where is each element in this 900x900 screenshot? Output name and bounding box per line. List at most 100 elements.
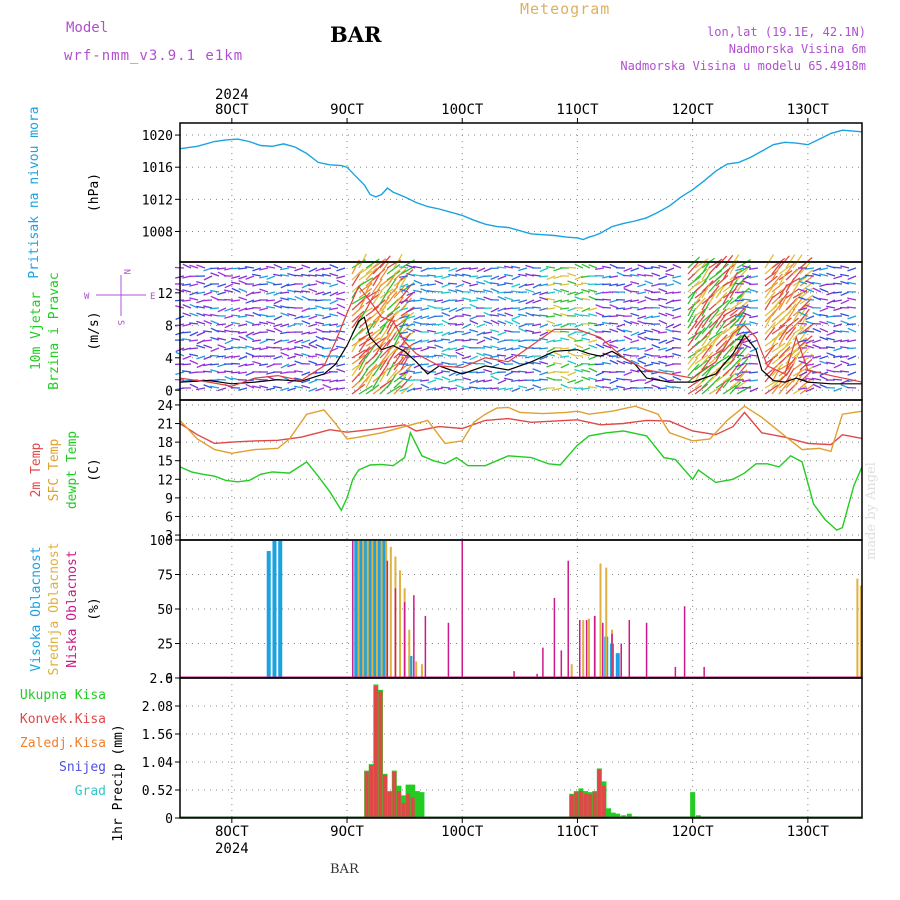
wind-barb [672,263,682,269]
wind-barb [560,363,570,369]
wind-barb [785,308,796,323]
wind-barb [314,274,325,277]
wind-barb [588,355,598,361]
wind-barb [798,339,808,343]
wind-barb [441,283,451,288]
bar-mark [380,540,383,678]
wind-barb [819,355,829,360]
wind-barb [245,291,255,297]
wind-barb [189,383,199,389]
wind-barb [687,301,697,317]
bar-mark [611,633,613,678]
wind-barb [819,307,829,312]
wind-barb [734,299,745,302]
wind-barb [279,339,290,342]
wind-barb [379,367,389,383]
wind-barb [329,313,339,317]
wind-barb [729,347,743,359]
bar-mark [369,765,374,818]
wind-barb [358,270,373,281]
wind-barb [665,291,675,295]
wind-barb [245,313,255,317]
wind-barb [351,383,366,395]
wind-barb [792,291,804,305]
wind-barb [455,351,465,357]
bar-mark [703,666,705,678]
wind-barb [266,275,276,280]
wind-barb [602,352,612,357]
wind-barb [231,321,241,325]
wind-barb [637,273,647,277]
y-tick-label: 12 [157,473,173,488]
wind-barb [574,283,584,287]
wind-barb [259,321,269,325]
wind-barb [238,296,248,301]
wind-barb [293,370,304,373]
wind-barb [196,312,206,317]
wind-barb [231,355,241,358]
wind-barb [771,273,783,287]
wind-barb [722,277,738,287]
wind-barb [722,345,734,359]
wind-barb [448,267,458,272]
wind-barb [729,350,740,365]
wind-barb [413,387,423,391]
wind-barb [393,326,404,341]
wind-barb [798,331,808,335]
wind-barb [209,307,220,310]
wind-barb [812,267,822,273]
wind-barb [553,288,563,293]
wind-barb [441,331,451,337]
wind-barb [504,296,514,301]
wind-barb [399,283,409,288]
wind-barb [798,275,808,281]
wind-barb [365,305,380,317]
wind-barb [729,362,741,377]
wind-barb [273,291,283,296]
wind-barb [372,310,386,323]
y-tick-label: 12 [157,287,173,302]
wind-barb [623,307,633,311]
wind-barb [792,308,802,323]
wind-barb [287,387,297,392]
wind-barb [483,360,493,365]
wind-barb [839,306,850,309]
wind-barb [846,347,857,350]
wind-barb [322,267,332,271]
wind-barb [336,279,346,285]
wind-barb [778,341,793,353]
wind-barb [742,343,752,349]
wind-barb [245,331,255,337]
bar-mark [364,771,369,818]
wind-barb [379,378,394,389]
wind-barb [203,319,213,325]
wind-barb [567,360,577,365]
wind-barb [694,359,708,371]
wind-barb [259,275,269,279]
wind-barb [379,290,389,305]
bar-mark [420,664,423,678]
wind-barb [847,339,857,343]
wind-barb [455,384,465,389]
y-tick-label: 3 [165,529,173,544]
wind-barb [546,363,556,368]
wind-barb [567,379,577,384]
wind-barb [400,259,416,269]
wind-barb [420,307,430,311]
wind-barb [595,267,605,271]
wind-barb [847,281,857,285]
wind-barb [839,346,850,349]
wind-barb [413,339,423,345]
wind-barb [419,363,430,366]
wind-barb [588,339,598,343]
wind-barb [203,384,213,389]
wind-barb [372,278,383,293]
wind-barb [301,331,311,335]
wind-barb [658,368,668,373]
wind-barb [280,267,290,271]
wind-barb [358,264,373,275]
y-axis-unit: (hPa) [87,173,102,212]
wind-barb [687,332,698,347]
wind-barb [664,370,675,373]
wind-barb [434,371,444,376]
